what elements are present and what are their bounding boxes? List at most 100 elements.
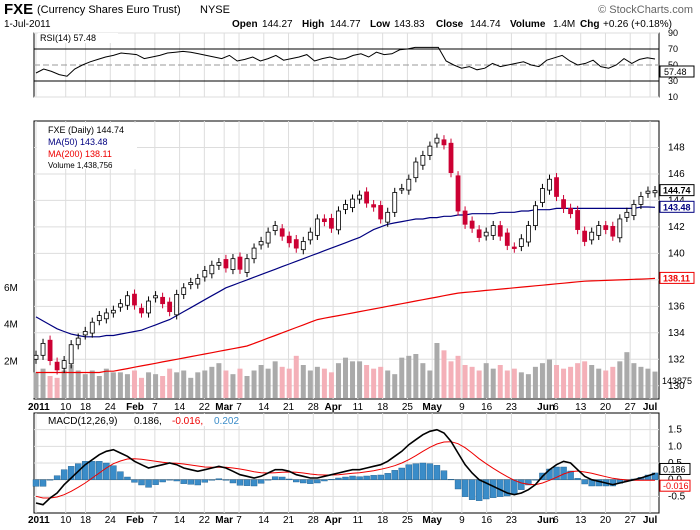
macd-histogram-bar [82,461,89,480]
candle-body [300,241,306,251]
candle-body [638,196,644,205]
candle-body [610,225,616,237]
volume-bar [174,372,180,398]
volume-bar [61,370,67,398]
candle-body [146,300,151,314]
candle-body [153,295,158,299]
macd-series [32,428,659,506]
macd-histogram-bar [532,479,539,481]
candle-body [343,203,348,210]
macd-histogram-bar [419,462,427,480]
volume-bar [181,370,187,398]
ma50-legend: MA(50) 143.48 [48,137,108,147]
volume-bar [139,377,145,398]
rsi-legend-text: RSI(14) 57.48 [40,33,96,43]
ma50-tag: 143.48 [663,202,691,212]
volume-bar [230,374,236,398]
x-tick-label: 6 [553,515,559,526]
x-tick-label: 21 [283,515,295,526]
candle-body [40,342,46,356]
candle-body [132,293,137,306]
macd-histogram-bar [426,463,434,480]
candle-body [139,307,144,314]
volume-bar [399,357,405,398]
rsi-tick-label: 30 [668,76,678,86]
macd-histogram-bar [307,479,314,484]
macd-histogram-bar [314,479,321,484]
ma200-tag-box [659,271,695,284]
price-tick-label: 140 [668,248,685,259]
candle-body [385,211,391,223]
volume-bar [124,374,130,398]
macd-legend-signal: -0.016, [172,416,203,427]
volume-label: Volume [510,19,546,30]
signal-value-tag-box [659,479,691,492]
candle-body [110,309,116,314]
candle-body [33,354,39,360]
x-tick-label: 27 [625,515,637,526]
volume-bar [293,355,299,398]
x-tick-label: 13 [575,515,587,526]
candle-body [314,218,320,236]
x-tick-label: Jun [537,515,555,526]
macd-legend: MACD(12,26,9) 0.186, -0.016, 0.202 [37,414,257,427]
ma200-legend: MA(200) 138.11 [48,149,112,159]
x-tick-label: 14 [258,402,270,413]
macd-histogram-bar [103,462,110,480]
candle-body [237,256,243,270]
macd-histogram-bar [124,476,131,480]
price-tick-label: 142 [668,222,685,233]
x-tick-label: Mar [215,515,233,526]
x-tick-label: Jun [537,402,555,413]
candle-body [286,235,292,244]
volume-bar [483,363,489,398]
candle-body [582,230,588,242]
price-tick-label: 134 [668,328,685,339]
macd-histogram-bar [187,479,194,485]
x-tick-label: 27 [625,402,637,413]
volume-bar [146,372,152,398]
rsi-tick-label: 90 [668,28,678,38]
volume-bar [328,372,334,398]
candle-body [511,246,517,249]
volume-bar [427,370,433,398]
x-tick-label: Feb [126,515,144,526]
volume-bar [195,372,201,398]
macd-histogram-bar [173,479,180,482]
x-tick-label: Mar [215,402,233,413]
security-name: (Currency Shares Euro Trust) [37,4,181,16]
x-tick-label: 7 [152,402,158,413]
volume-bar [420,363,426,398]
x-tick-label: Apr [325,402,342,413]
ma200-line [36,277,656,374]
price-legend-text: FXE (Daily) 144.74 [48,125,124,135]
x-tick-label: 9 [459,515,465,526]
volume-bar [272,361,278,398]
high-label: High [302,19,324,30]
volume-bar [265,368,271,398]
x-tick-label: 14 [258,515,270,526]
volume-bar [434,343,440,398]
candle-body [624,211,630,218]
macd-histogram-bar [342,476,349,480]
volume-bar [525,374,531,398]
candle-body [413,161,419,179]
macd-histogram-bar [511,479,518,495]
volume-bar [258,365,264,398]
rsi-tick-label: 10 [668,92,678,102]
volume-last-label: 143875 [662,376,692,386]
candle-body [251,247,257,260]
price-tick-label: 148 [668,142,685,153]
macd-histogram-bar [180,479,187,484]
candle-body [427,145,433,156]
volume-bar [554,365,560,398]
candle-body [265,231,271,244]
macd-histogram-bar [300,479,307,484]
macd-histogram-bar [405,464,413,480]
candle-body [244,258,250,273]
candle-body [490,225,496,236]
macd-histogram-bar [454,479,462,490]
volume-bar [131,370,137,398]
volume-bar [117,372,123,398]
candle-body [399,188,405,191]
